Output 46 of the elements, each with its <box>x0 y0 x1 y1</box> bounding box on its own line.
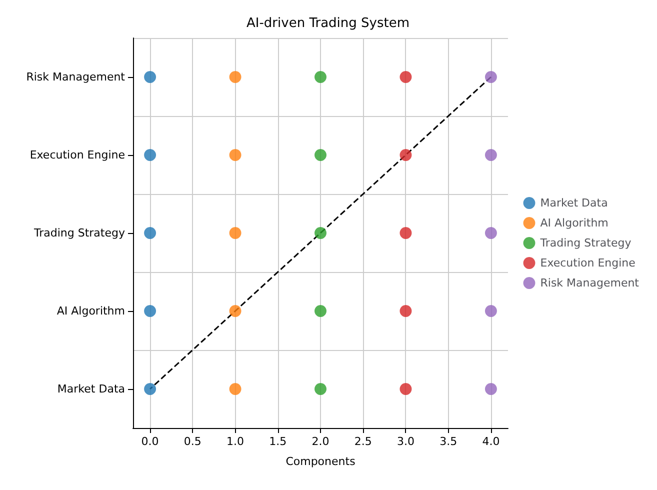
y-tick-label: Market Data <box>57 382 125 396</box>
point <box>144 149 156 161</box>
x-tick-label: 1.0 <box>226 435 244 448</box>
point <box>400 227 412 239</box>
legend-label: Market Data <box>540 196 608 210</box>
y-tick-label: Risk Management <box>26 70 126 84</box>
y-tick-label: Trading Strategy <box>33 226 126 240</box>
legend-label: Risk Management <box>540 276 640 290</box>
point <box>314 383 326 395</box>
x-tick-label: 4.0 <box>482 435 500 448</box>
point <box>484 383 497 395</box>
point <box>484 149 497 161</box>
point <box>484 227 497 239</box>
x-tick-label: 1.5 <box>269 435 287 448</box>
legend-label: AI Algorithm <box>540 216 608 230</box>
x-tick-label: 3.5 <box>440 435 458 448</box>
point <box>314 305 326 317</box>
legend-label: Trading Strategy <box>539 236 632 250</box>
point <box>229 71 242 83</box>
point <box>229 383 242 395</box>
point <box>484 305 497 317</box>
y-tick-label: AI Algorithm <box>56 304 125 318</box>
point <box>144 227 156 239</box>
point <box>400 383 412 395</box>
point <box>229 305 242 317</box>
point <box>229 227 242 239</box>
point <box>229 149 242 161</box>
x-tick-label: 2.0 <box>312 435 330 448</box>
point <box>314 71 326 83</box>
point <box>400 305 412 317</box>
point <box>314 149 326 161</box>
x-tick-label: 2.5 <box>354 435 372 448</box>
x-tick-label: 0.0 <box>141 435 159 448</box>
point <box>144 71 156 83</box>
point <box>400 71 412 83</box>
y-tick-label: Execution Engine <box>30 148 126 162</box>
point <box>144 305 156 317</box>
point <box>314 227 326 239</box>
point <box>144 383 156 395</box>
legend-label: Execution Engine <box>540 256 636 270</box>
chart-title: AI-driven Trading System <box>246 16 410 31</box>
x-tick-label: 0.5 <box>184 435 202 448</box>
x-axis-title: Components <box>286 455 356 468</box>
point <box>484 71 497 83</box>
point <box>400 149 412 161</box>
x-tick-label: 3.0 <box>396 435 414 448</box>
